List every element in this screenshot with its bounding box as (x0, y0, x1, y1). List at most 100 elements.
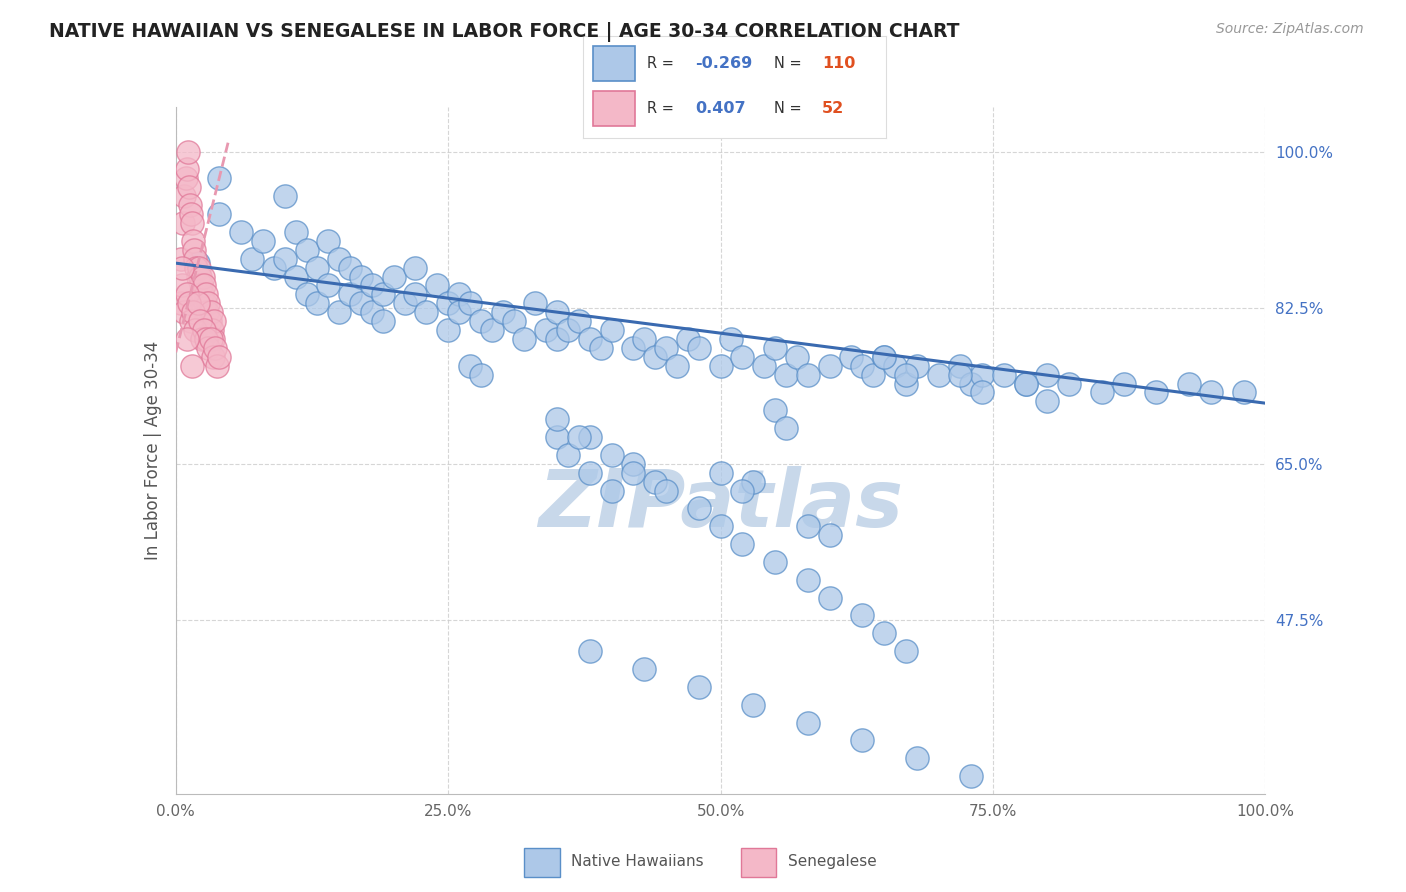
Point (720, 332, 742, 346)
Point (179, 198, 201, 212)
Point (350, 269, 373, 284)
Point (181, 234, 204, 248)
Point (405, 260, 427, 275)
Point (960, 376, 983, 391)
Point (710, 519, 733, 533)
Point (775, 368, 797, 382)
Point (470, 368, 492, 382)
Point (731, 537, 754, 551)
Text: -0.269: -0.269 (696, 56, 752, 70)
Point (339, 260, 361, 275)
Point (775, 421, 797, 435)
Point (195, 332, 218, 346)
Point (195, 287, 218, 301)
Point (284, 269, 307, 284)
Point (200, 305, 222, 319)
Point (195, 305, 218, 319)
Point (568, 430, 591, 444)
Text: NATIVE HAWAIIAN VS SENEGALESE IN LABOR FORCE | AGE 30-34 CORRELATION CHART: NATIVE HAWAIIAN VS SENEGALESE IN LABOR F… (49, 22, 960, 42)
Point (186, 256, 209, 270)
Point (534, 323, 557, 337)
Point (263, 260, 285, 275)
Point (589, 341, 612, 355)
Point (170, 252, 193, 266)
Point (710, 359, 733, 373)
Point (1199, 385, 1222, 400)
Point (884, 359, 907, 373)
Point (191, 269, 214, 284)
Point (579, 430, 602, 444)
Point (295, 243, 318, 257)
Point (731, 483, 754, 498)
Text: 110: 110 (823, 56, 856, 70)
Point (447, 305, 470, 319)
Point (600, 448, 623, 462)
Point (1036, 368, 1059, 382)
Point (360, 278, 382, 293)
Point (415, 305, 437, 319)
Point (172, 260, 194, 275)
Point (183, 243, 205, 257)
Point (873, 626, 896, 640)
Point (688, 341, 710, 355)
Point (177, 296, 200, 310)
Point (949, 368, 972, 382)
Point (328, 252, 350, 266)
Point (905, 751, 928, 765)
Point (200, 332, 222, 346)
Point (970, 368, 993, 382)
Point (184, 323, 207, 337)
Point (382, 269, 405, 284)
Point (568, 314, 591, 328)
Point (873, 350, 896, 364)
Point (231, 225, 253, 239)
Point (173, 189, 195, 203)
Point (191, 287, 214, 301)
Point (621, 457, 644, 471)
Point (579, 332, 602, 346)
Point (437, 296, 460, 310)
Point (188, 269, 211, 284)
Point (688, 680, 710, 694)
Point (928, 368, 950, 382)
Text: Senegalese: Senegalese (787, 855, 877, 869)
Point (174, 171, 197, 186)
Point (188, 314, 211, 328)
Point (186, 296, 209, 310)
Point (731, 350, 754, 364)
Point (198, 314, 221, 328)
Point (177, 180, 200, 194)
Point (502, 314, 524, 328)
Point (851, 359, 873, 373)
Point (513, 332, 536, 346)
Point (710, 466, 733, 480)
Point (763, 341, 786, 355)
Point (851, 608, 873, 623)
Point (796, 368, 818, 382)
Text: N =: N = (773, 56, 806, 70)
Bar (741, 847, 776, 877)
Point (993, 368, 1015, 382)
Point (176, 332, 198, 346)
Point (492, 305, 515, 319)
Point (186, 260, 208, 275)
Point (841, 350, 863, 364)
Point (1015, 376, 1038, 391)
Point (350, 296, 373, 310)
Point (796, 573, 818, 587)
Text: ZIPatlas: ZIPatlas (538, 467, 903, 544)
Point (328, 305, 350, 319)
Point (579, 466, 602, 480)
Point (818, 359, 841, 373)
Point (949, 359, 972, 373)
Point (208, 207, 231, 221)
Point (524, 296, 547, 310)
Point (763, 403, 786, 417)
Text: Native Hawaiians: Native Hawaiians (571, 855, 704, 869)
Point (905, 359, 928, 373)
Point (851, 733, 873, 747)
Point (252, 234, 274, 248)
Point (546, 430, 568, 444)
Point (274, 252, 297, 266)
Point (193, 323, 215, 337)
